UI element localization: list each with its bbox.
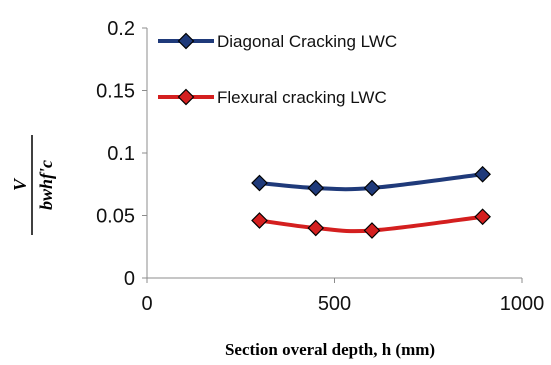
x-axis-label: Section overal depth, h (mm) — [225, 340, 435, 359]
series-line — [259, 214, 483, 234]
series-1 — [251, 165, 491, 197]
x-tick-label: 0 — [141, 293, 152, 315]
y-axis-label-denominator: bwhf'c — [36, 160, 56, 210]
legend: Diagonal Cracking LWC Flexural cracking L… — [158, 32, 397, 107]
y-axis-label: V bwhf'c — [10, 135, 56, 235]
y-tick-label: 0.1 — [107, 143, 135, 165]
data-point — [474, 208, 491, 226]
y-axis-label-numerator: V — [10, 177, 30, 191]
data-point — [251, 212, 268, 229]
series — [251, 165, 491, 239]
legend-label: Flexural cracking LWC — [217, 88, 387, 107]
legend-marker — [177, 88, 195, 106]
legend-item: Diagonal Cracking LWC — [158, 32, 397, 51]
x-tick-label: 1000 — [500, 293, 545, 315]
tick-labels: 0 0.05 0.1 0.15 0.2 0 500 1000 — [96, 18, 544, 315]
y-tick-label: 0.15 — [96, 81, 135, 103]
data-point — [307, 219, 325, 237]
data-point — [307, 179, 325, 197]
series-2 — [251, 208, 491, 239]
x-tick-label: 500 — [318, 293, 351, 315]
y-tick-label: 0.2 — [107, 18, 135, 40]
legend-label: Diagonal Cracking LWC — [217, 32, 397, 51]
series-line — [259, 172, 483, 192]
data-point — [474, 165, 491, 183]
y-tick-label: 0 — [124, 268, 135, 290]
legend-marker — [177, 32, 195, 50]
data-point — [251, 174, 268, 192]
data-point — [363, 179, 381, 197]
data-point — [363, 222, 381, 239]
axes — [142, 27, 523, 283]
y-tick-label: 0.05 — [96, 206, 135, 228]
legend-item: Flexural cracking LWC — [158, 88, 387, 107]
